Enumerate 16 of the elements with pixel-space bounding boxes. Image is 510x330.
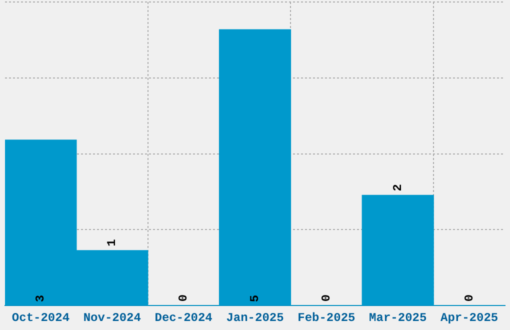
data-label: 0 xyxy=(462,294,476,302)
data-label: 2 xyxy=(390,184,405,192)
x-tick-label: Apr-2025 xyxy=(440,310,498,325)
x-tick-label: Jan-2025 xyxy=(226,310,284,325)
data-label: 0 xyxy=(319,294,334,302)
x-tick-label: Dec-2024 xyxy=(154,310,212,325)
data-label: 1 xyxy=(105,239,120,246)
x-tick-label: Mar-2025 xyxy=(369,310,427,325)
x-tick-label: Oct-2024 xyxy=(12,310,70,325)
bar xyxy=(362,194,434,306)
data-label: 0 xyxy=(176,294,191,302)
bar xyxy=(218,29,292,306)
data-label: 3 xyxy=(34,294,48,302)
x-tick-label: Nov-2024 xyxy=(83,310,141,325)
x-tick-label: Feb-2025 xyxy=(298,310,356,325)
data-label: 5 xyxy=(248,294,262,302)
